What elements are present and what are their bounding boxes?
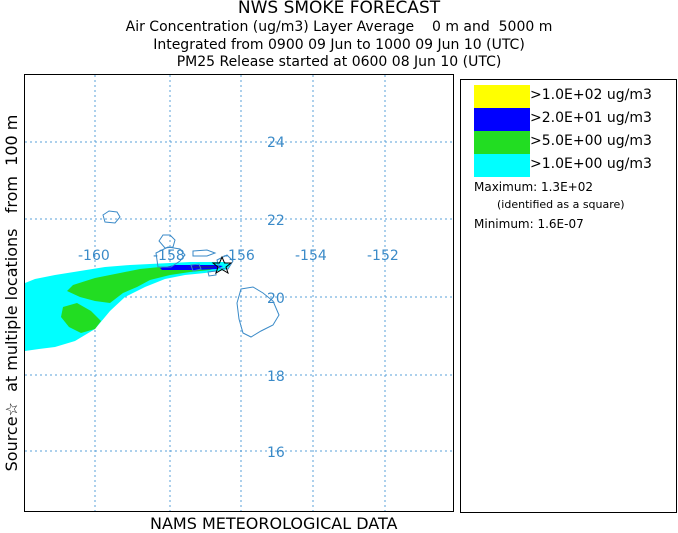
legend-swatch-cyan bbox=[474, 154, 530, 177]
legend-swatch-yellow bbox=[474, 85, 530, 108]
lat-label-18: 18 bbox=[267, 369, 285, 385]
release-info: PM25 Release started at 0600 08 Jun 10 (… bbox=[176, 54, 502, 70]
legend-label: >1.0E+02 ug/m3 bbox=[530, 87, 652, 103]
oahu-island bbox=[155, 246, 186, 268]
legend-item-20: >2.0E+01 ug/m3 bbox=[474, 108, 674, 131]
lon-label-158: -158 bbox=[153, 248, 185, 264]
map-panel: -160 -158 -156 -154 -152 24 22 20 18 16 bbox=[24, 74, 454, 512]
lat-label-24: 24 bbox=[267, 135, 285, 151]
grid-labels: -160 -158 -156 -154 -152 24 22 20 18 16 bbox=[78, 135, 399, 461]
legend-swatch-green bbox=[474, 131, 530, 154]
legend-item-100: >1.0E+02 ug/m3 bbox=[474, 85, 674, 108]
source-star-icon bbox=[211, 255, 233, 275]
lon-label-152: -152 bbox=[367, 248, 399, 264]
maximum-note: (identified as a square) bbox=[497, 198, 625, 211]
lanai-island bbox=[190, 263, 202, 272]
plume-green-layer bbox=[67, 265, 220, 303]
legend-label: >5.0E+00 ug/m3 bbox=[530, 133, 652, 149]
minimum-value: Minimum: 1.6E-07 bbox=[474, 217, 584, 231]
met-data-footer: NAMS METEOROLOGICAL DATA bbox=[150, 514, 398, 533]
lat-label-16: 16 bbox=[267, 445, 285, 461]
source-location-label: Source☆ at multiple locations from 100 m bbox=[2, 114, 21, 472]
lon-label-156: -156 bbox=[223, 248, 255, 264]
hawaii-big-island bbox=[236, 286, 280, 338]
lat-label-22: 22 bbox=[267, 213, 285, 229]
lat-label-20: 20 bbox=[267, 291, 285, 307]
integration-period: Integrated from 0900 09 Jun to 1000 09 J… bbox=[153, 37, 525, 53]
smoke-plume bbox=[25, 262, 231, 351]
maui-island bbox=[216, 254, 234, 270]
legend-label: >2.0E+01 ug/m3 bbox=[530, 110, 652, 126]
lon-label-154: -154 bbox=[295, 248, 327, 264]
kauai-island bbox=[158, 234, 176, 249]
niihau-island bbox=[102, 210, 121, 224]
coastlines bbox=[102, 210, 280, 338]
molokai-island bbox=[192, 249, 217, 257]
legend-item-5: >5.0E+00 ug/m3 bbox=[474, 131, 674, 154]
forecast-title: NWS SMOKE FORECAST bbox=[237, 0, 441, 18]
legend-swatch-blue bbox=[474, 108, 530, 131]
kahoolawe-island bbox=[207, 270, 217, 277]
map-canvas: -160 -158 -156 -154 -152 24 22 20 18 16 bbox=[25, 75, 453, 511]
legend-label: >1.0E+00 ug/m3 bbox=[530, 156, 652, 172]
lon-label-160: -160 bbox=[78, 248, 110, 264]
legend-item-1: >1.0E+00 ug/m3 bbox=[474, 154, 674, 177]
plume-green-patch bbox=[61, 303, 101, 333]
concentration-subtitle: Air Concentration (ug/m3) Layer Average … bbox=[125, 19, 553, 35]
legend-panel: >1.0E+02 ug/m3 >2.0E+01 ug/m3 >5.0E+00 u… bbox=[460, 79, 677, 513]
maximum-value: Maximum: 1.3E+02 bbox=[474, 180, 593, 194]
